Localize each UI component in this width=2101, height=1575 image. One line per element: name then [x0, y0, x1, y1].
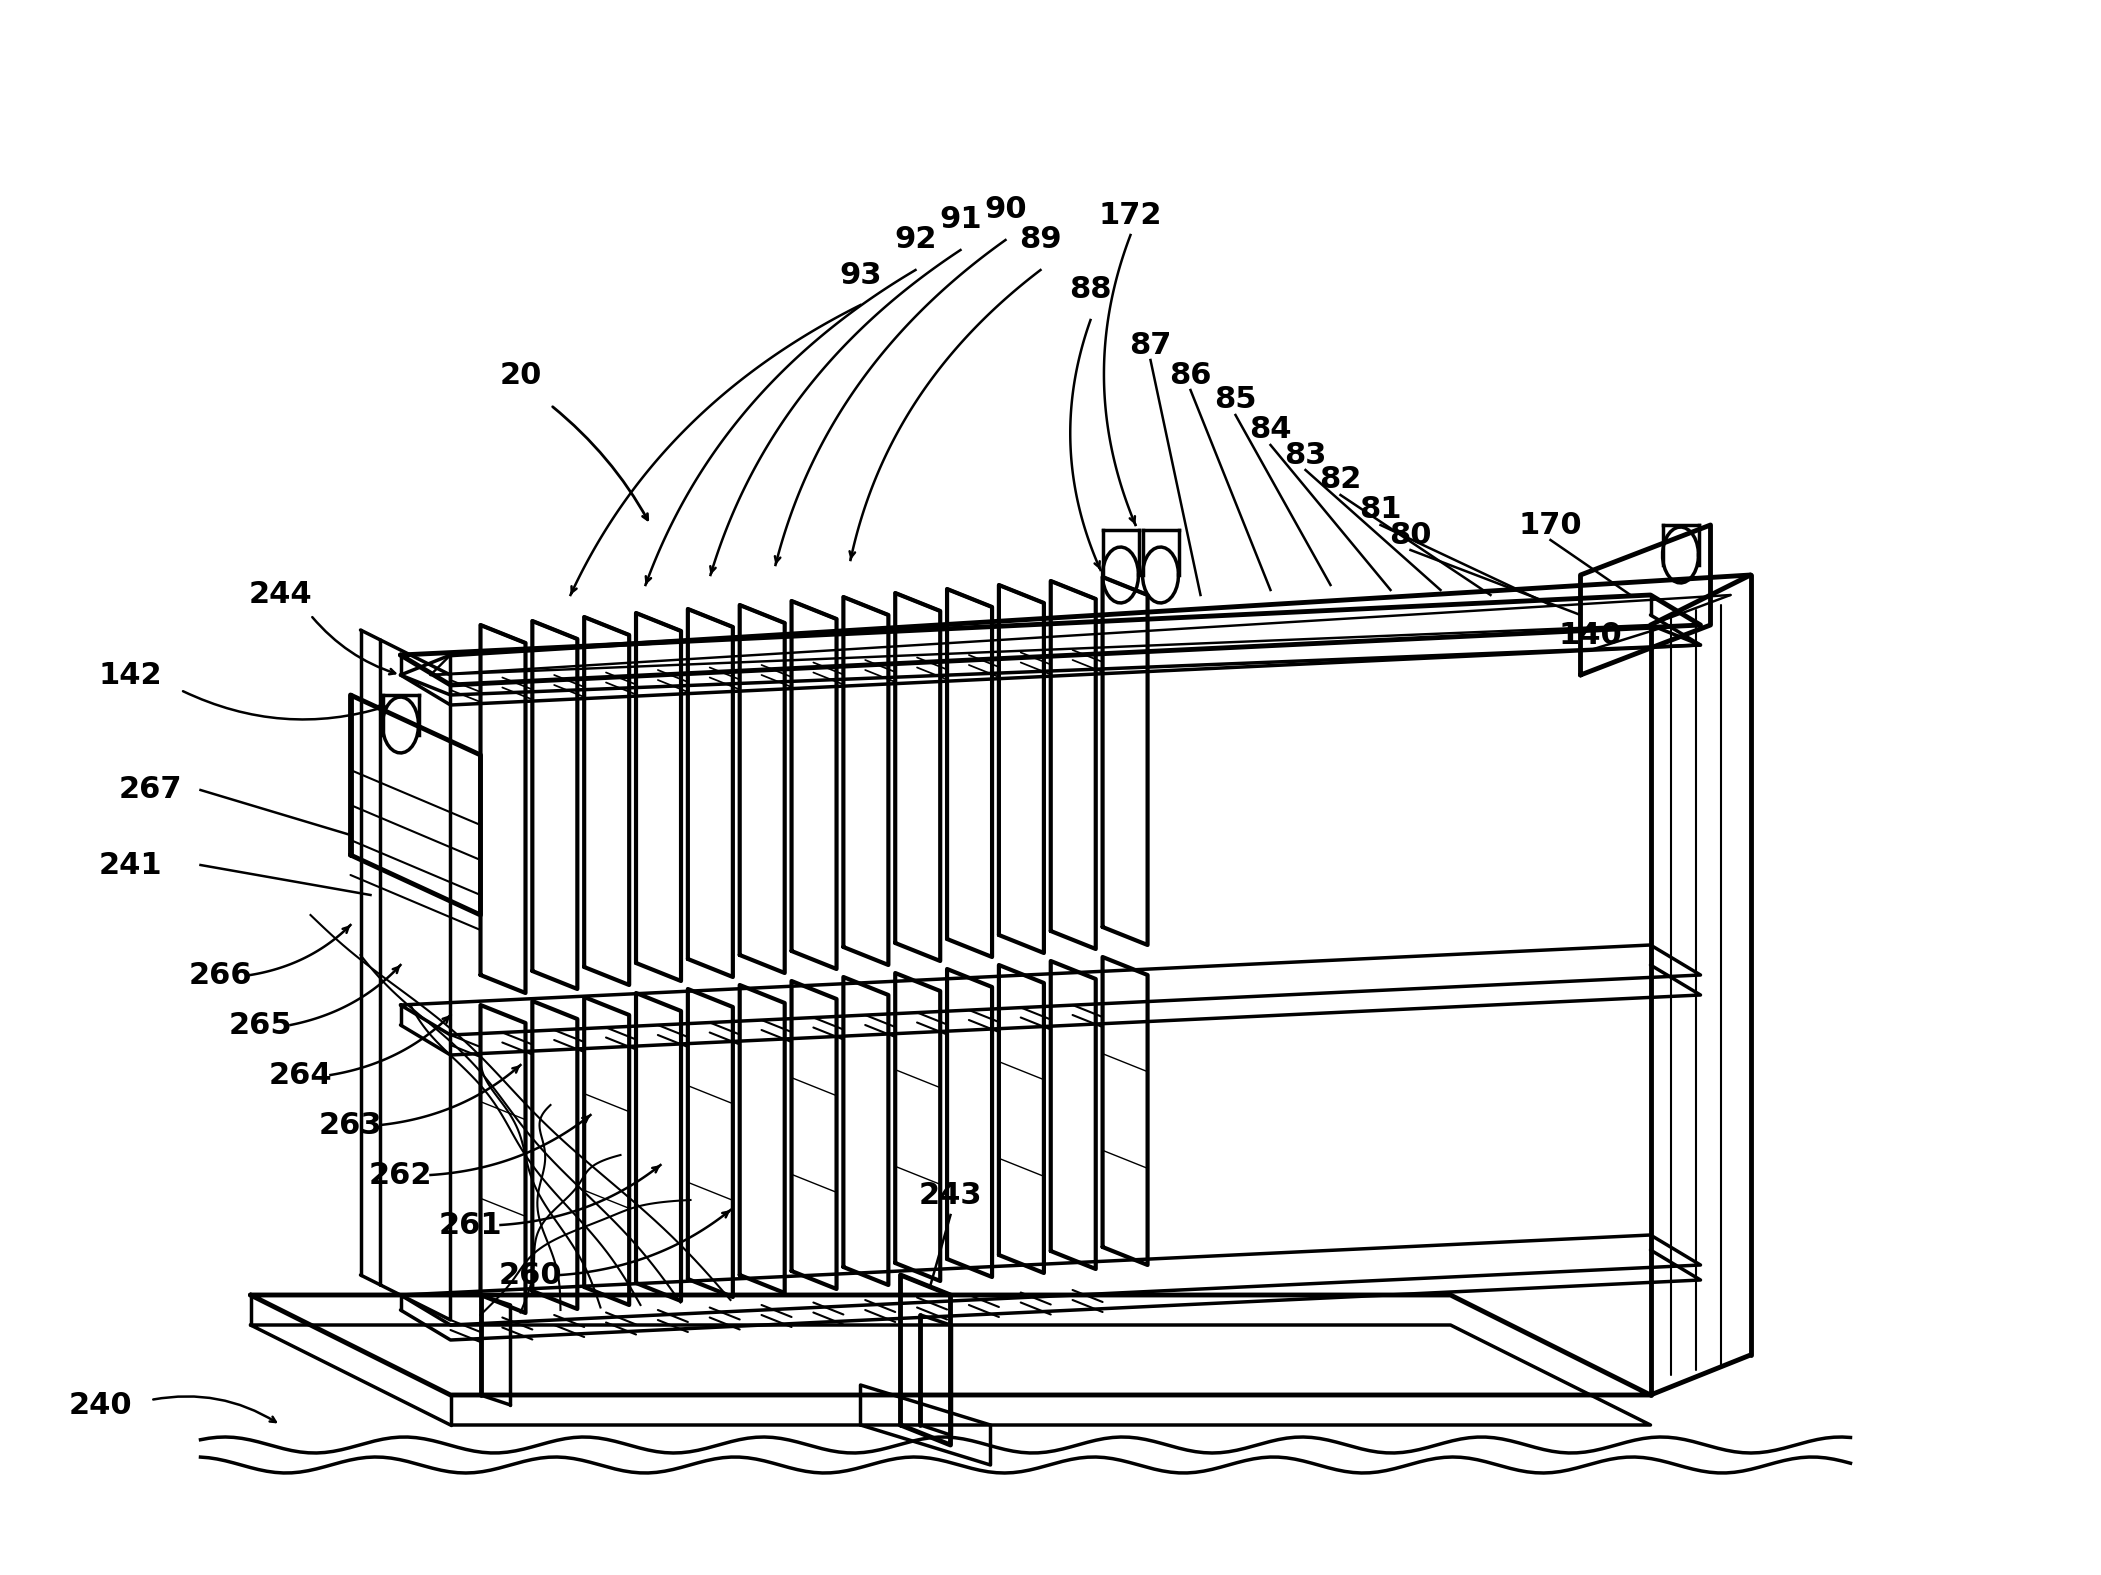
Text: 266: 266: [189, 961, 252, 989]
Text: 142: 142: [99, 660, 162, 690]
Text: 267: 267: [120, 775, 183, 805]
Text: 20: 20: [500, 361, 542, 389]
Text: 240: 240: [69, 1391, 132, 1419]
Text: 263: 263: [319, 1110, 382, 1139]
Text: 83: 83: [1284, 441, 1326, 469]
Text: 91: 91: [939, 205, 981, 235]
Text: 87: 87: [1130, 331, 1172, 359]
Text: 92: 92: [895, 225, 937, 255]
Text: 264: 264: [269, 1060, 332, 1090]
Text: 170: 170: [1519, 510, 1582, 540]
Text: 90: 90: [983, 195, 1027, 225]
Text: 262: 262: [370, 1161, 433, 1189]
Text: 265: 265: [229, 1011, 292, 1040]
Text: 140: 140: [1559, 621, 1622, 649]
Text: 81: 81: [1359, 496, 1401, 524]
Text: 80: 80: [1389, 520, 1431, 550]
Text: 89: 89: [1019, 225, 1061, 255]
Text: 243: 243: [918, 1181, 983, 1210]
Text: 261: 261: [439, 1211, 502, 1240]
Text: 84: 84: [1250, 416, 1292, 444]
Text: 172: 172: [1099, 200, 1162, 230]
Text: 244: 244: [248, 581, 313, 610]
Text: 86: 86: [1170, 361, 1212, 389]
Text: 85: 85: [1214, 386, 1256, 414]
Text: 241: 241: [99, 850, 162, 879]
Text: 82: 82: [1319, 466, 1361, 495]
Text: 260: 260: [498, 1260, 563, 1290]
Text: 88: 88: [1069, 276, 1111, 304]
Text: 93: 93: [838, 260, 882, 290]
